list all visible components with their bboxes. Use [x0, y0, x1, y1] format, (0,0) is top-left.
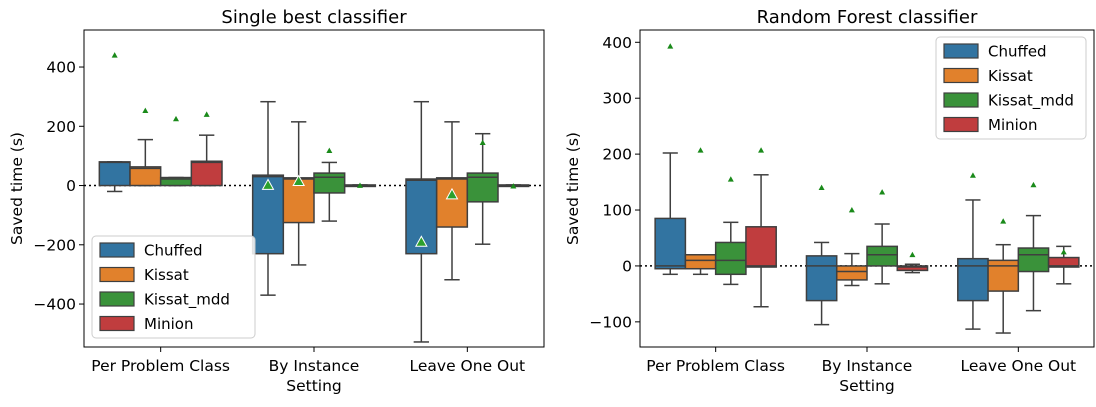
axes-frame	[83, 29, 545, 348]
box-kissat-mdd-by-instance	[866, 245, 899, 267]
legend-label-minion: Minion	[144, 315, 193, 333]
mean-marker	[727, 176, 734, 182]
y-tick-label: 200	[46, 118, 76, 136]
mean-marker	[111, 52, 118, 58]
mean-marker	[818, 184, 825, 191]
mean-marker	[292, 174, 306, 186]
box-kissat-mdd-leave-one-out	[1017, 247, 1050, 273]
y-tick-label: 400	[602, 34, 632, 52]
box-chuffed-per-problem-class	[98, 161, 131, 187]
x-tick-label-by-instance: By Instance	[822, 357, 913, 375]
box-minion-per-problem-class	[745, 226, 777, 268]
y-tick-label: 200	[602, 146, 632, 164]
box-kissat-mdd-per-problem-class	[714, 241, 747, 276]
legend-swatch-minion	[943, 116, 979, 133]
mean-marker	[510, 183, 517, 189]
box-chuffed-by-instance	[805, 255, 838, 302]
axes-frame	[639, 29, 1095, 348]
box-chuffed-per-problem-class	[654, 217, 687, 270]
x-tick-label-per-problem-class: Per Problem Class	[91, 357, 230, 375]
legend-swatch-minion	[99, 315, 135, 332]
chart-title: Single best classifier	[221, 7, 407, 28]
y-axis-label: Saved time (s)	[8, 132, 26, 245]
legend: Chuffed Kissat Kissat_mdd Minion	[935, 36, 1087, 140]
legend-label-kissat: Kissat	[988, 67, 1033, 85]
mean-marker	[1000, 218, 1007, 224]
legend-swatch-chuffed	[99, 242, 135, 258]
x-axis-label: Setting	[286, 377, 342, 395]
mean-marker	[357, 182, 363, 188]
panel-random-forest: Random Forest classifier 400 300 200 100 0 −10…	[564, 7, 1095, 395]
x-tick-label-leave-one-out: Leave One Out	[410, 357, 526, 375]
mean-marker	[173, 115, 179, 122]
legend: Chuffed Kissat Kissat_mdd Minion	[91, 235, 256, 339]
x-tick-label-leave-one-out: Leave One Out	[961, 357, 1077, 375]
legend-label-minion: Minion	[988, 116, 1037, 134]
mean-marker	[879, 189, 886, 195]
legend-swatch-kissat-mdd	[99, 291, 135, 307]
box-kissat-leave-one-out	[987, 259, 1020, 292]
legend-box	[91, 235, 256, 339]
y-axis-label: Saved time (s)	[564, 132, 582, 245]
x-tick-label-by-instance: By Instance	[269, 357, 360, 375]
box-chuffed-leave-one-out	[957, 257, 989, 302]
mean-marker	[1030, 181, 1037, 188]
legend-label-kissat-mdd: Kissat_mdd	[144, 291, 230, 310]
y-tick-label: −200	[33, 236, 76, 254]
legend-swatch-kissat	[943, 67, 979, 84]
mean-marker	[479, 139, 486, 145]
y-tick-label: −100	[589, 313, 632, 331]
x-axis-label: Setting	[839, 377, 895, 395]
mean-marker	[848, 207, 855, 213]
box-kissat-mdd-by-instance	[313, 172, 346, 194]
mean-marker	[261, 178, 275, 190]
legend-label-kissat-mdd: Kissat_mdd	[988, 92, 1074, 111]
mean-marker	[326, 147, 333, 153]
y-tick-label: 0	[622, 257, 632, 275]
chart-title: Random Forest classifier	[757, 7, 978, 28]
y-tick-label: −400	[33, 296, 76, 314]
box-kissat-by-instance	[835, 265, 868, 281]
legend-label-kissat: Kissat	[144, 266, 189, 284]
y-tick-label: 300	[602, 90, 632, 108]
box-minion-by-instance	[896, 265, 929, 272]
box-kissat-per-problem-class	[129, 166, 162, 187]
box-kissat-leave-one-out	[435, 177, 469, 228]
box-minion-leave-one-out	[1047, 256, 1080, 268]
mean-marker	[697, 147, 704, 153]
legend-swatch-chuffed	[943, 43, 979, 59]
mean-marker	[414, 235, 428, 247]
mean-marker	[969, 172, 976, 178]
mean-marker	[909, 251, 916, 258]
mean-marker	[758, 147, 765, 153]
x-tick-label-per-problem-class: Per Problem Class	[646, 357, 785, 375]
mean-marker	[445, 187, 459, 200]
legend-label-chuffed: Chuffed	[144, 242, 203, 260]
mean-marker	[1060, 248, 1067, 255]
box-kissat-per-problem-class	[684, 254, 717, 270]
y-tick-label: 0	[66, 177, 76, 195]
box-minion-per-problem-class	[190, 160, 223, 187]
mean-marker	[667, 43, 674, 49]
legend-swatch-kissat-mdd	[943, 92, 979, 108]
legend-label-chuffed: Chuffed	[988, 43, 1047, 61]
y-tick-label: 400	[46, 59, 76, 77]
panel-single-best: Single best classifier 400 200 0 −200 −400 Sav…	[8, 7, 545, 395]
mean-marker	[142, 107, 149, 113]
y-tick-label: 100	[602, 202, 632, 220]
legend-swatch-kissat	[99, 266, 135, 283]
mean-marker	[203, 111, 210, 117]
legend-box	[935, 36, 1087, 140]
